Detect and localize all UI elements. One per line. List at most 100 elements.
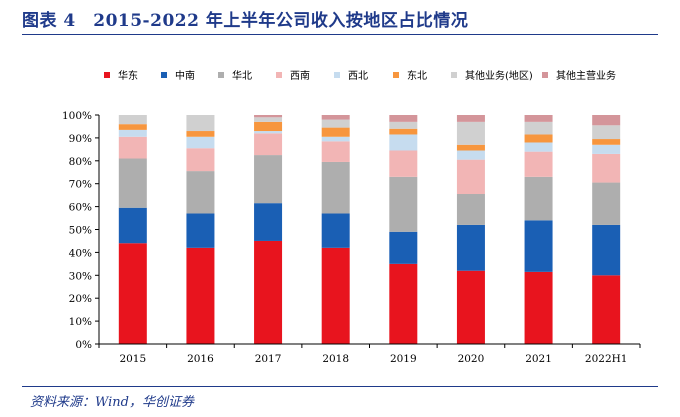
legend-swatch-1	[161, 72, 167, 78]
bar-segment-2021-6	[524, 121, 553, 135]
bar-segment-2020-2	[456, 194, 485, 225]
x-tick-label: 2020	[458, 353, 485, 365]
y-tick-label: 70%	[69, 179, 92, 191]
bar-segment-2018-5	[321, 127, 350, 137]
legend-label-2: 华北	[232, 69, 252, 82]
bar-segment-2015-6	[118, 115, 147, 125]
y-axis: 0% 10% 20% 30% 40% 50% 60% 70% 80% 90% 100%	[62, 110, 100, 351]
bar-segment-2022H1-2	[592, 182, 621, 225]
bar-segment-2019-2	[389, 176, 418, 232]
bar-segment-2017-5	[254, 121, 283, 132]
legend-label-5: 东北	[407, 69, 427, 82]
bar-stack-2022H1	[592, 115, 621, 344]
bar-segment-2020-0	[456, 270, 485, 344]
bars-area	[118, 115, 621, 344]
figure-title: 图表 4 2015-2022 年上半年公司收入按地区占比情况	[22, 11, 469, 31]
bar-segment-2020-3	[456, 159, 485, 195]
bar-segment-2015-4	[118, 129, 147, 137]
title-underline	[22, 34, 658, 35]
x-tick-label: 2018	[322, 353, 349, 365]
bar-segment-2018-4	[321, 136, 350, 142]
legend-label-4: 西北	[348, 70, 368, 82]
legend-label-1: 中南	[175, 69, 195, 82]
bar-stack-2020	[456, 115, 485, 344]
bar-segment-2022H1-4	[592, 144, 621, 154]
legend-label-0: 华东	[118, 69, 138, 82]
y-tick-label: 30%	[69, 270, 92, 282]
x-tick-label: 2019	[390, 353, 417, 365]
bar-segment-2019-6	[389, 121, 418, 129]
y-tick-label: 100%	[62, 110, 92, 122]
bar-segment-2019-1	[389, 231, 418, 264]
bar-segment-2017-7	[254, 115, 283, 118]
bar-segment-2016-3	[186, 148, 215, 172]
bar-stack-2015	[118, 115, 147, 344]
bar-segment-2019-4	[389, 134, 418, 151]
bar-segment-2017-0	[254, 240, 283, 344]
bar-segment-2017-6	[254, 117, 283, 122]
y-tick-label: 20%	[69, 293, 92, 305]
legend-label-7: 其他主营业务	[556, 69, 616, 82]
source-rule	[22, 386, 658, 387]
legend-swatch-3	[276, 72, 282, 78]
bar-segment-2022H1-5	[592, 139, 621, 145]
source-note: 资料来源：Wind，华创证券	[30, 395, 194, 410]
bar-segment-2021-4	[524, 142, 553, 152]
y-tick-label: 50%	[69, 225, 92, 237]
bar-segment-2016-6	[186, 115, 215, 132]
bar-segment-2020-5	[456, 144, 485, 151]
bar-segment-2018-1	[321, 213, 350, 248]
y-tick-label: 40%	[69, 247, 92, 259]
x-tick-label: 2015	[119, 353, 146, 365]
legend-label-6: 其他业务(地区)	[465, 69, 533, 82]
bar-segment-2017-2	[254, 155, 283, 204]
bar-segment-2018-0	[321, 247, 350, 344]
x-tick-label: 2016	[187, 353, 214, 365]
bar-segment-2021-2	[524, 176, 553, 221]
bar-segment-2021-1	[524, 220, 553, 272]
legend-label-3: 西南	[290, 69, 310, 82]
bar-segment-2015-2	[118, 158, 147, 208]
bar-segment-2021-0	[524, 271, 553, 344]
bar-segment-2022H1-6	[592, 125, 621, 140]
legend-swatch-2	[218, 72, 224, 78]
bar-segment-2016-1	[186, 213, 215, 248]
legend-swatch-5	[393, 72, 399, 78]
bar-segment-2020-7	[456, 115, 485, 122]
bar-segment-2016-4	[186, 136, 215, 149]
bar-segment-2017-4	[254, 131, 283, 134]
y-tick-label: 80%	[69, 156, 92, 168]
bar-segment-2017-1	[254, 203, 283, 241]
bar-segment-2019-3	[389, 150, 418, 177]
bar-segment-2018-7	[321, 115, 350, 120]
bar-segment-2019-5	[389, 128, 418, 135]
legend: 华东 中南 华北 西南 西北 东北 其他业务(地区) 其他主营业务	[104, 69, 616, 82]
legend-swatch-0	[104, 72, 110, 78]
bar-stack-2018	[321, 115, 350, 344]
bar-stack-2017	[254, 115, 283, 344]
bar-segment-2018-2	[321, 161, 350, 214]
bar-segment-2015-3	[118, 136, 147, 159]
bar-segment-2020-4	[456, 150, 485, 160]
bar-segment-2021-3	[524, 151, 553, 177]
bar-segment-2021-5	[524, 134, 553, 143]
bar-segment-2019-7	[389, 115, 418, 122]
bar-segment-2016-0	[186, 247, 215, 344]
x-axis: 2015 2016 2017 2018 2019 2020 2021 2022H1	[98, 343, 641, 365]
bar-segment-2022H1-7	[592, 115, 621, 126]
x-tick-label: 2017	[255, 353, 282, 365]
legend-swatch-6	[451, 72, 457, 78]
bar-segment-2020-1	[456, 224, 485, 271]
bar-segment-2021-7	[524, 115, 553, 122]
y-tick-label: 60%	[69, 202, 92, 214]
bar-segment-2020-6	[456, 121, 485, 145]
bar-segment-2018-6	[321, 119, 350, 128]
bar-segment-2015-0	[118, 243, 147, 344]
bar-segment-2015-1	[118, 207, 147, 244]
bar-segment-2022H1-0	[592, 275, 621, 344]
legend-swatch-4	[334, 72, 340, 78]
bar-segment-2016-2	[186, 171, 215, 214]
x-tick-label: 2022H1	[585, 353, 628, 365]
bar-stack-2019	[389, 115, 418, 344]
